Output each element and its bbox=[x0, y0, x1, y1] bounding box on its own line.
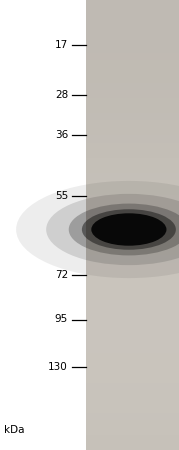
Bar bbox=[86, 165, 179, 172]
Text: 17: 17 bbox=[55, 40, 68, 50]
Bar bbox=[86, 315, 179, 323]
Text: 130: 130 bbox=[48, 362, 68, 372]
Bar bbox=[86, 345, 179, 352]
Ellipse shape bbox=[46, 194, 179, 265]
Bar bbox=[86, 202, 179, 210]
Bar bbox=[86, 188, 179, 195]
Bar bbox=[86, 143, 179, 150]
Bar bbox=[86, 442, 179, 450]
Bar bbox=[86, 210, 179, 217]
Ellipse shape bbox=[91, 213, 166, 246]
Bar bbox=[86, 22, 179, 30]
Ellipse shape bbox=[16, 181, 179, 278]
Bar bbox=[86, 262, 179, 270]
Bar bbox=[86, 255, 179, 262]
Bar bbox=[86, 120, 179, 127]
Bar bbox=[86, 405, 179, 413]
Bar bbox=[86, 195, 179, 202]
Bar bbox=[86, 428, 179, 435]
Bar bbox=[0, 0, 86, 450]
Bar bbox=[86, 435, 179, 442]
Bar bbox=[86, 82, 179, 90]
Bar bbox=[86, 375, 179, 382]
Bar bbox=[86, 248, 179, 255]
Bar bbox=[86, 413, 179, 420]
Bar bbox=[86, 172, 179, 180]
Text: kDa: kDa bbox=[4, 425, 24, 435]
Bar bbox=[86, 45, 179, 53]
Bar bbox=[86, 323, 179, 330]
Bar bbox=[86, 233, 179, 240]
Bar bbox=[86, 330, 179, 338]
Bar bbox=[86, 105, 179, 112]
Bar bbox=[86, 75, 179, 82]
Bar bbox=[86, 127, 179, 135]
Bar bbox=[86, 420, 179, 428]
Text: 36: 36 bbox=[55, 130, 68, 140]
Bar bbox=[86, 8, 179, 15]
Bar bbox=[86, 53, 179, 60]
Bar bbox=[86, 0, 179, 450]
Bar bbox=[86, 352, 179, 360]
Bar bbox=[86, 68, 179, 75]
Bar bbox=[86, 240, 179, 248]
Bar bbox=[86, 158, 179, 165]
Bar bbox=[86, 98, 179, 105]
Bar bbox=[86, 15, 179, 22]
Bar bbox=[86, 135, 179, 143]
Bar bbox=[86, 270, 179, 278]
Bar bbox=[86, 150, 179, 157]
Bar bbox=[86, 390, 179, 397]
Text: 72: 72 bbox=[55, 270, 68, 279]
Bar bbox=[86, 300, 179, 307]
Bar bbox=[86, 180, 179, 188]
Ellipse shape bbox=[69, 203, 179, 256]
Text: 28: 28 bbox=[55, 90, 68, 99]
Text: 95: 95 bbox=[55, 315, 68, 324]
Bar bbox=[86, 30, 179, 37]
Ellipse shape bbox=[82, 209, 176, 250]
Bar bbox=[86, 217, 179, 225]
Bar bbox=[86, 307, 179, 315]
Bar bbox=[86, 90, 179, 98]
Bar bbox=[86, 112, 179, 120]
Bar bbox=[86, 338, 179, 345]
Bar bbox=[86, 37, 179, 45]
Bar bbox=[86, 397, 179, 405]
Bar bbox=[86, 285, 179, 293]
Bar bbox=[86, 360, 179, 368]
Bar bbox=[86, 368, 179, 375]
Bar bbox=[86, 0, 179, 8]
Bar bbox=[86, 382, 179, 390]
Bar bbox=[86, 278, 179, 285]
Bar bbox=[86, 225, 179, 233]
Bar bbox=[86, 292, 179, 300]
Text: 55: 55 bbox=[55, 191, 68, 201]
Bar bbox=[86, 60, 179, 68]
